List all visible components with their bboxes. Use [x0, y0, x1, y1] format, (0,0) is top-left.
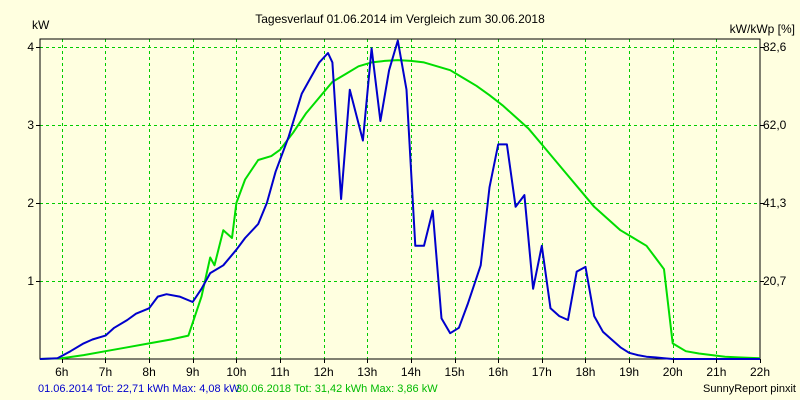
x-tick-label: 7h [99, 365, 112, 379]
x-tick-label: 14h [401, 365, 421, 379]
y-tick-label-right: 82,6 [763, 40, 787, 54]
x-tick-label: 21h [706, 365, 726, 379]
plot-area [39, 38, 761, 360]
y-tick-label-left: 3 [27, 118, 34, 132]
x-tick-label: 15h [445, 365, 465, 379]
x-tick-label: 10h [226, 365, 246, 379]
y-axis-label-right: kW/kWp [%] [730, 22, 795, 36]
y-tick-label-left: 4 [27, 40, 34, 54]
x-tick-label: 19h [619, 365, 639, 379]
x-tick-label: 11h [270, 365, 289, 379]
y-tick-label-left: 2 [27, 196, 34, 210]
tick-labels: 6h 7h 8h 9h 10h 11h 12h 13h 14h 15h 16h 17h 18h 19h 20… [27, 40, 786, 379]
y-tick-label-right: 20,7 [763, 274, 787, 288]
x-tick-label: 17h [532, 365, 552, 379]
x-tick-label: 13h [357, 365, 377, 379]
x-tick-label: 20h [663, 365, 683, 379]
footer-credit: SunnyReport pinxit [703, 383, 796, 395]
series-line-30.06.2018 [39, 59, 761, 360]
y-tick-label-left: 1 [27, 274, 34, 288]
x-tick-label: 12h [314, 365, 334, 379]
series-layer [39, 39, 761, 360]
series-line-01.06.2014 [39, 39, 760, 360]
chart-title: Tagesverlauf 01.06.2014 im Vergleich zum… [255, 12, 545, 26]
y-axis-label-left: kW [32, 18, 50, 32]
y-tick-label-right: 41,3 [763, 196, 787, 210]
x-tick-label: 22h [750, 365, 770, 379]
x-tick-label: 9h [186, 365, 199, 379]
footer-series-2: 30.06.2018 Tot: 31,42 kWh Max: 3,86 kW [236, 383, 438, 395]
footer-series-1: 01.06.2014 Tot: 22,71 kWh Max: 4,08 kW [38, 383, 240, 395]
x-tick-label: 18h [575, 365, 595, 379]
y-tick-label-right: 62,0 [763, 118, 787, 132]
x-tick-label: 16h [488, 365, 508, 379]
grid [40, 39, 760, 359]
x-tick-label: 8h [142, 365, 155, 379]
x-tick-label: 6h [55, 365, 68, 379]
